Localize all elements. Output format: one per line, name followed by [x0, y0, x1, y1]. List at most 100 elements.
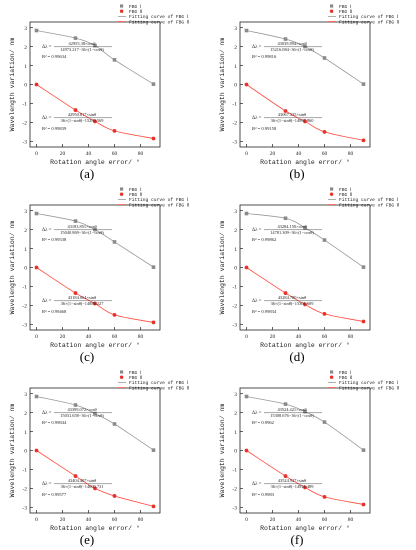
eq2-numerator: 43067.335×sinθ [278, 112, 306, 117]
point-fbg1 [73, 219, 78, 223]
point-fbg2 [112, 494, 117, 498]
point-fbg2 [34, 82, 39, 87]
eq2-lhs: Δλ = [42, 299, 52, 304]
y-tick-label: 0 [24, 266, 27, 272]
legend-label: FBG Ⅱ [339, 9, 352, 15]
x-tick-label: 80 [138, 517, 144, 523]
eq2-denominator: 36×(1−sinθ)−14609.731 [61, 484, 104, 489]
x-tick-label: 20 [60, 334, 66, 340]
point-fbg2 [73, 291, 78, 295]
point-fbg1 [322, 56, 327, 60]
legend-label: Fitting curve of FBG Ⅰ [339, 197, 398, 203]
legend-label: FBG Ⅱ [129, 9, 142, 15]
point-fbg1 [112, 422, 117, 426]
point-fbg1 [151, 265, 156, 269]
y-axis-label: Wavelength variation/ nm [9, 38, 16, 132]
panel-label: (d) [289, 349, 304, 364]
x-tick-label: 0 [245, 334, 248, 340]
legend-label: FBG Ⅰ [129, 4, 141, 10]
x-tick-label: 40 [296, 151, 302, 157]
eq1-numerator: 43399.072×cosθ [67, 407, 96, 412]
legend-label: FBG Ⅰ [129, 370, 141, 376]
legend-marker-fbg2 [119, 375, 124, 379]
point-fbg2 [322, 495, 327, 499]
point-fbg2 [283, 109, 288, 113]
point-fbg1 [283, 402, 288, 406]
x-tick-label: 20 [270, 334, 276, 340]
y-axis-label: Wavelength variation/ nm [9, 404, 16, 498]
x-tick-label: 80 [348, 151, 354, 157]
y-tick-label: -3 [232, 323, 237, 329]
point-fbg1 [151, 448, 156, 452]
eq1-lhs: Δλ = [42, 411, 52, 416]
point-fbg1 [73, 403, 78, 407]
eq1-r2: R² = 0.99634 [42, 54, 67, 59]
eq2-lhs: Δλ = [42, 482, 52, 487]
y-tick-label: -1 [232, 468, 237, 474]
eq2-r2: R² = 0.9983 [252, 492, 275, 497]
point-fbg2 [244, 265, 249, 270]
point-fbg2 [303, 302, 307, 307]
y-tick-label: -1 [22, 468, 27, 474]
y-tick-label: 0 [234, 266, 237, 272]
y-tick-label: 1 [234, 247, 237, 253]
x-tick-label: 60 [112, 517, 118, 523]
point-fbg2 [151, 504, 156, 509]
legend-marker-fbg2 [329, 375, 334, 379]
x-tick-label: 40 [86, 151, 92, 157]
point-fbg2 [244, 82, 249, 87]
eq2-r2: R² = 0.99839 [42, 126, 67, 131]
point-fbg2 [322, 129, 327, 134]
point-fbg2 [283, 474, 288, 478]
y-tick-label: 3 [234, 209, 237, 215]
eq2-lhs: Δλ = [252, 482, 262, 487]
eq2-numerator: 42950.817×sinθ [68, 112, 96, 117]
y-tick-label: 0 [24, 449, 27, 455]
point-fbg2 [361, 502, 366, 507]
eq1-denominator: 14973.217−36×(1−cosθ) [60, 47, 104, 52]
x-tick-label: 20 [60, 517, 66, 523]
eq1-denominator: 15216.084−36×(1−cosθ) [270, 47, 314, 52]
point-fbg2 [73, 474, 78, 478]
eq1-numerator: 43524.421×cosθ [277, 407, 306, 412]
point-fbg1 [361, 265, 366, 269]
legend-label: FBG Ⅱ [339, 192, 352, 198]
panel-label: (e) [80, 532, 94, 547]
eq1-lhs: Δλ = [42, 45, 52, 50]
y-tick-label: -1 [232, 285, 237, 291]
point-fbg2 [303, 119, 307, 124]
y-axis-label: Wavelength variation/ nm [9, 221, 16, 315]
x-tick-label: 20 [270, 517, 276, 523]
legend-label: FBG Ⅰ [339, 187, 351, 193]
x-tick-label: 40 [86, 517, 92, 523]
eq2-r2: R² = 0.99577 [42, 492, 67, 497]
point-fbg2 [112, 129, 117, 133]
y-tick-label: 2 [234, 45, 237, 51]
y-tick-label: 2 [24, 411, 27, 417]
point-fbg1 [283, 37, 288, 41]
x-tick-label: 80 [138, 334, 144, 340]
eq2-denominator: 36×(1−sinθ)−15289.569 [61, 118, 105, 123]
point-fbg2 [93, 486, 97, 491]
y-tick-label: 3 [234, 26, 237, 32]
x-axis-label: Rotation angle error/ ° [260, 158, 350, 166]
eq1-lhs: Δλ = [42, 228, 52, 233]
x-tick-label: 60 [322, 334, 328, 340]
y-tick-label: -2 [22, 487, 27, 493]
eq1-numerator: 43284.150×cosθ [277, 224, 306, 229]
point-fbg1 [112, 240, 117, 244]
point-fbg2 [112, 312, 117, 317]
legend-marker-fbg1 [330, 187, 334, 191]
eq2-numerator: 43524.927×sinθ [278, 478, 306, 483]
point-fbg1 [34, 28, 39, 33]
x-tick-label: 60 [112, 334, 118, 340]
point-fbg2 [361, 319, 366, 324]
x-tick-label: 40 [296, 334, 302, 340]
eq2-numerator: 43184.064×sinθ [68, 295, 96, 300]
